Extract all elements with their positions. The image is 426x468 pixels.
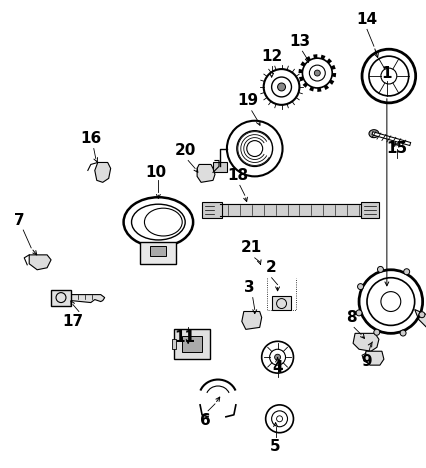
Polygon shape [299,61,305,66]
Bar [150,246,166,256]
Polygon shape [323,85,328,90]
Circle shape [377,266,383,272]
Polygon shape [317,88,321,92]
Polygon shape [328,80,334,85]
Text: 13: 13 [288,34,309,49]
Text: 7: 7 [14,212,25,227]
Polygon shape [312,54,317,58]
Bar [182,336,201,352]
Polygon shape [298,69,302,73]
Circle shape [314,70,320,76]
Polygon shape [414,309,426,328]
Circle shape [399,330,405,336]
Text: 5: 5 [270,439,280,454]
Circle shape [277,83,285,91]
Text: 15: 15 [386,141,406,156]
Polygon shape [95,162,110,183]
Bar [172,339,176,349]
Text: 6: 6 [199,413,210,428]
Text: 2: 2 [266,260,276,275]
Text: 3: 3 [244,280,254,295]
Text: 21: 21 [241,241,262,256]
Text: 14: 14 [356,12,377,27]
Text: 10: 10 [144,165,166,180]
Circle shape [418,312,424,318]
Bar [51,290,71,306]
Bar [174,329,210,359]
Text: 18: 18 [227,168,248,183]
Bar [271,296,291,309]
Circle shape [357,284,363,290]
Text: 19: 19 [237,94,258,109]
Circle shape [355,310,361,316]
Polygon shape [308,87,313,91]
Polygon shape [71,294,104,302]
Polygon shape [302,82,307,88]
Circle shape [403,269,409,275]
Bar [360,202,378,218]
Polygon shape [241,312,261,329]
Polygon shape [29,255,51,270]
Polygon shape [363,351,383,365]
Text: 11: 11 [174,330,195,345]
Polygon shape [197,164,214,183]
Text: 8: 8 [345,310,356,325]
Circle shape [274,354,280,360]
Text: 4: 4 [272,359,282,374]
Polygon shape [331,73,335,77]
Ellipse shape [368,130,378,138]
Text: 1: 1 [381,66,391,80]
Text: 20: 20 [174,143,196,158]
Polygon shape [330,65,335,70]
Polygon shape [320,55,325,59]
Polygon shape [352,333,378,351]
Polygon shape [305,56,310,61]
Text: 12: 12 [260,49,282,64]
Text: 9: 9 [361,354,371,369]
Polygon shape [326,58,331,64]
Text: 17: 17 [62,314,83,329]
Polygon shape [298,76,303,81]
Bar [201,202,222,218]
Text: 16: 16 [80,131,101,146]
Bar [140,242,176,264]
Circle shape [373,329,379,335]
Bar [213,162,226,172]
